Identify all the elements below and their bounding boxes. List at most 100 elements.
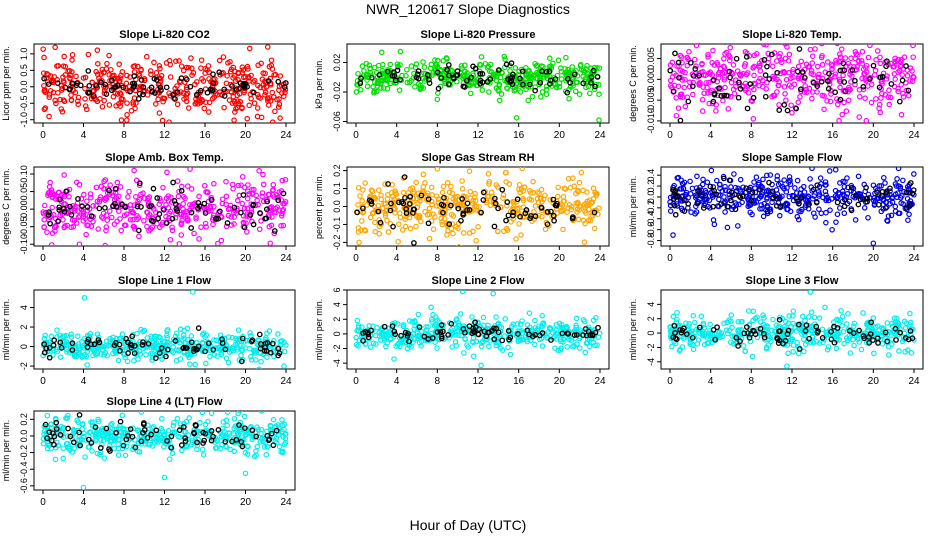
data-point: [258, 411, 265, 414]
data-point: [512, 86, 519, 93]
x-tick-label: 0: [40, 130, 46, 141]
data-point: [196, 97, 203, 103]
data-point: [75, 333, 81, 340]
data-point: [104, 217, 111, 223]
reference-point: [250, 89, 257, 96]
data-point: [475, 224, 481, 230]
data-point: [859, 48, 866, 55]
x-tick-label: 24: [280, 130, 292, 141]
data-point: [833, 219, 839, 225]
data-point: [75, 101, 82, 108]
data-point: [459, 72, 466, 79]
data-point: [410, 190, 417, 197]
y-tick-label: -0.6: [19, 478, 29, 494]
reference-point: [683, 331, 690, 337]
data-point: [99, 66, 106, 73]
reference-point: [868, 319, 875, 326]
data-point: [577, 63, 584, 69]
x-tick-label: 16: [199, 253, 211, 264]
data-point: [591, 64, 598, 71]
data-point: [547, 55, 553, 62]
data-point: [783, 97, 789, 104]
data-point: [809, 327, 815, 333]
data-point: [751, 197, 757, 204]
reference-point: [275, 78, 282, 85]
data-point: [133, 177, 140, 184]
data-point: [880, 174, 887, 181]
data-point: [886, 352, 892, 358]
data-point: [178, 232, 185, 238]
y-tick-label: -0.2: [646, 200, 656, 216]
data-point: [560, 194, 567, 200]
reference-point: [770, 195, 776, 201]
reference-point: [727, 74, 733, 81]
data-point: [790, 348, 796, 355]
data-point: [526, 310, 533, 316]
y-tick-label: 0.0: [646, 191, 656, 204]
data-point: [561, 198, 568, 205]
data-point: [683, 189, 690, 196]
data-point: [353, 334, 359, 341]
data-point: [156, 224, 163, 231]
data-point: [472, 190, 478, 197]
data-point: [81, 191, 87, 198]
data-point: [752, 315, 759, 322]
data-point: [822, 179, 829, 185]
reference-point: [188, 339, 195, 346]
data-point: [114, 218, 120, 225]
data-point: [566, 336, 572, 343]
data-point: [745, 308, 752, 314]
data-point: [416, 339, 423, 346]
data-point: [138, 411, 145, 415]
x-tick-label: 16: [827, 130, 839, 141]
data-point: [478, 54, 485, 60]
reference-point: [870, 62, 877, 69]
data-point: [404, 66, 410, 73]
data-point: [239, 174, 246, 180]
reference-point: [193, 91, 200, 98]
reference-point: [233, 86, 240, 93]
data-point: [907, 310, 913, 317]
data-point: [264, 330, 270, 337]
data-point: [259, 193, 265, 200]
data-point: [119, 412, 126, 419]
reference-point: [743, 54, 750, 60]
x-tick-label: 20: [554, 253, 566, 264]
outlier-point: [832, 167, 839, 173]
data-point: [164, 340, 171, 346]
data-point: [363, 72, 370, 79]
data-point: [276, 443, 283, 450]
panel-title: Slope Li-820 CO2: [119, 29, 209, 41]
data-point: [532, 72, 538, 78]
reference-point: [846, 327, 853, 334]
data-point: [764, 172, 770, 179]
data-point: [205, 189, 211, 196]
data-point: [211, 203, 217, 210]
data-point: [163, 213, 169, 220]
data-point: [776, 195, 783, 202]
data-point: [201, 182, 208, 189]
reference-point: [530, 333, 536, 340]
outlier-point: [281, 363, 287, 369]
reference-point: [239, 335, 246, 342]
reference-point: [446, 72, 452, 79]
reference-point: [135, 227, 142, 234]
y-tick-label: -1.0: [19, 112, 29, 128]
data-point: [783, 200, 790, 207]
data-point: [767, 172, 774, 178]
reference-point: [689, 83, 696, 90]
data-point: [795, 75, 802, 82]
outlier-point: [870, 240, 877, 246]
reference-point: [125, 350, 131, 356]
data-point: [795, 350, 802, 357]
data-points: [40, 167, 289, 246]
data-point: [576, 345, 583, 351]
data-point: [145, 195, 151, 202]
reference-point: [263, 215, 270, 222]
data-point: [364, 83, 371, 90]
data-point: [361, 68, 367, 74]
data-point: [731, 90, 738, 97]
data-point: [689, 341, 696, 348]
data-point: [729, 206, 735, 213]
